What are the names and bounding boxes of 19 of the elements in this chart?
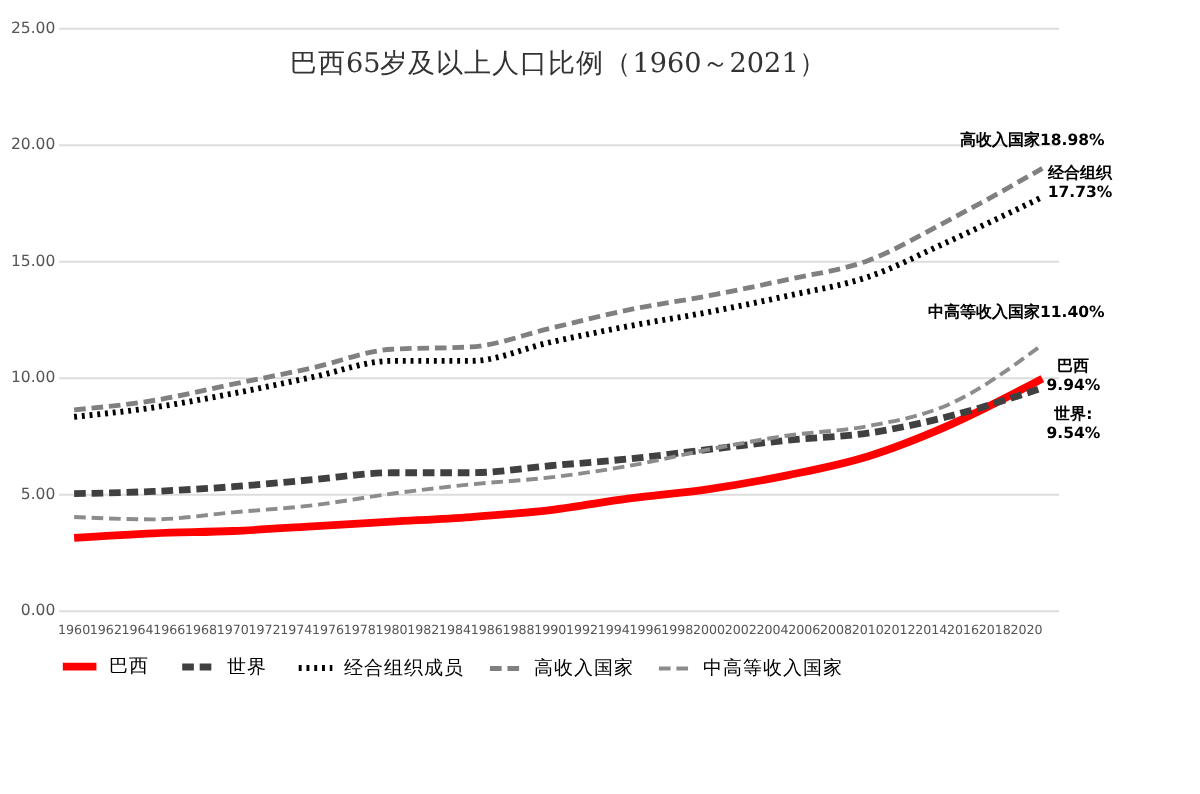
y-tick-label: 25.00 (10, 18, 56, 37)
y-tick-label: 20.00 (10, 135, 56, 154)
text: 巴西65岁及以上人口比例（1960～2021） (289, 48, 827, 81)
y-tick-label: 0.00 (20, 601, 56, 620)
line-series (72, 342, 1045, 522)
legend-label: 高收入国家 (533, 656, 634, 681)
y-tick-label: 15.00 (10, 251, 56, 270)
legend-label: 经合组织成员 (343, 655, 464, 680)
line-series (70, 374, 1047, 542)
legend-label: 世界 (227, 654, 268, 679)
legend-label: 中高等收入国家 (702, 656, 843, 681)
annotation: 世界: 9.54% (1046, 405, 1101, 443)
legend-label: 巴西 (108, 656, 149, 679)
annotation: 巴西 9.94% (1046, 356, 1101, 395)
y-tick-label: 5.00 (20, 484, 56, 503)
y-tick-label: 10.00 (10, 368, 56, 387)
annotation: 中高等收入国家11.40% (927, 301, 1105, 322)
annotation: 经合组织 17.73% (1046, 163, 1115, 202)
annotation: 高收入国家18.98% (959, 129, 1105, 150)
